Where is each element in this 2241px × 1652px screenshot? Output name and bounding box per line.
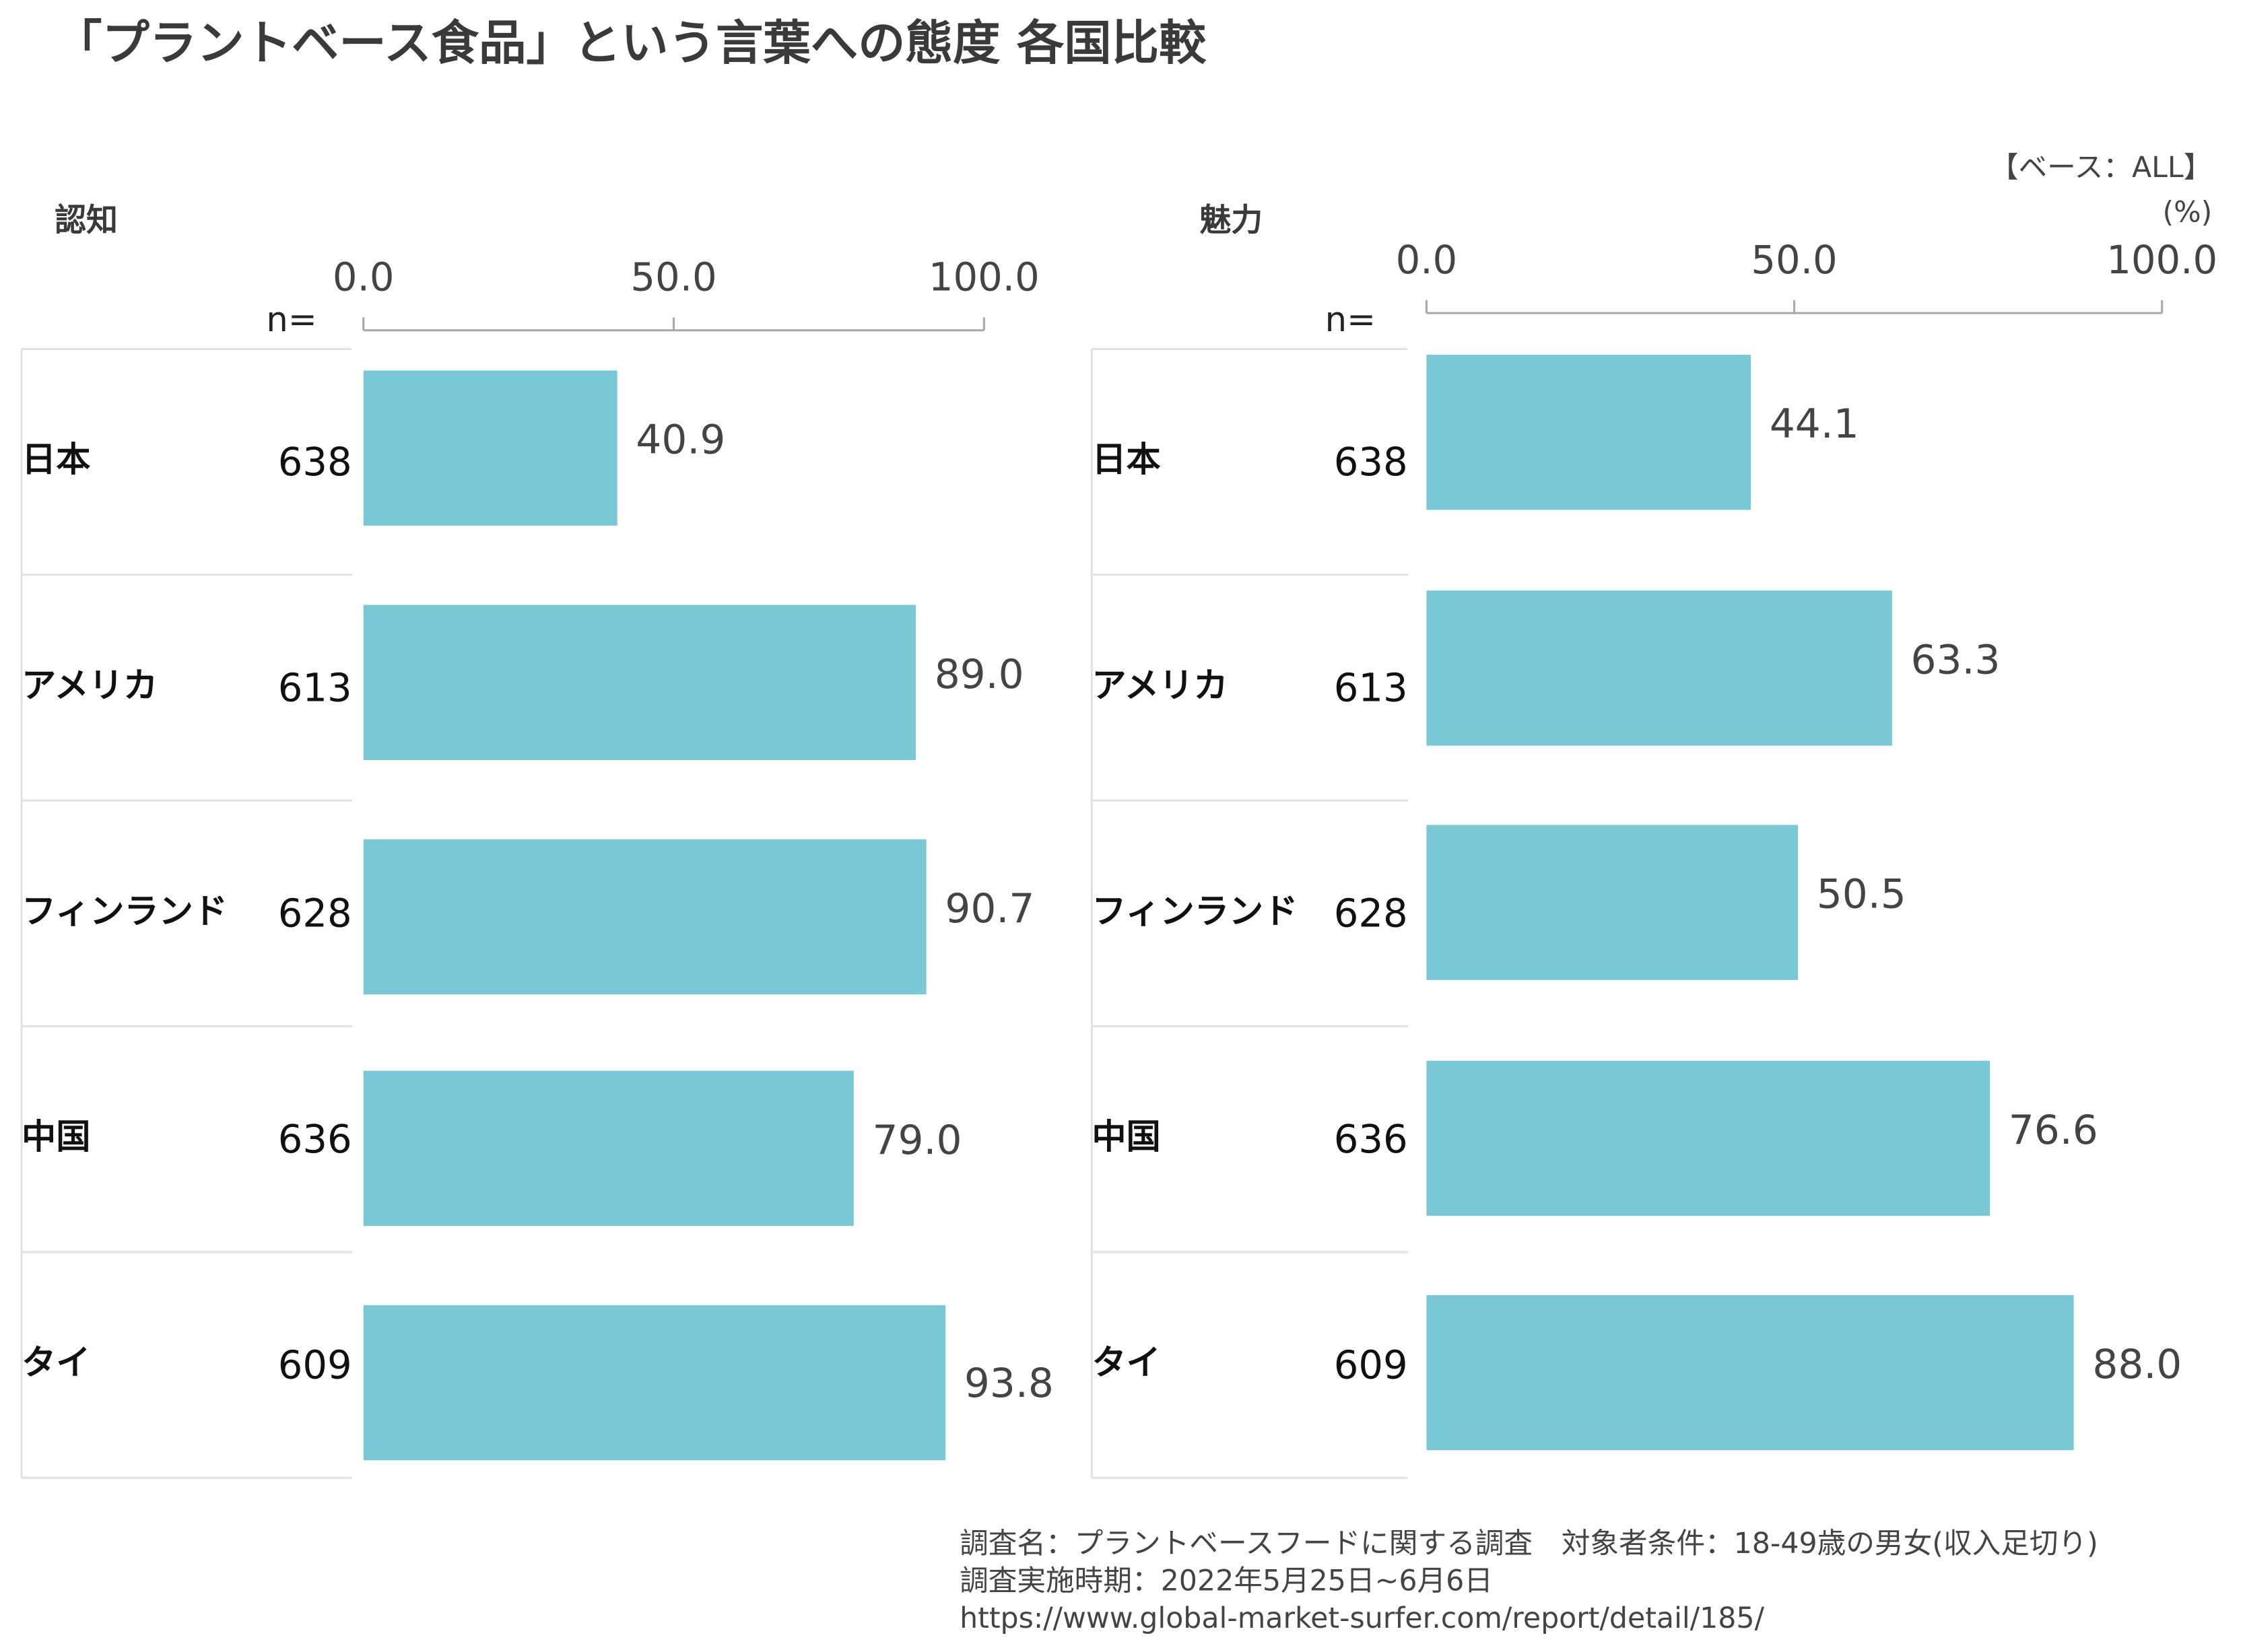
category-label: 中国: [1092, 1117, 1160, 1157]
bar: [1426, 1295, 2074, 1451]
bar: [1426, 590, 1892, 746]
value-label: 44.1: [1770, 401, 1859, 448]
bar: [1426, 825, 1798, 980]
x-tick-label: 0.0: [333, 255, 395, 300]
chart-title: 魅力: [1199, 202, 1263, 239]
chart-title: 認知: [55, 202, 118, 239]
category-label: 日本: [22, 440, 90, 480]
bar: [363, 370, 617, 526]
sample-size: 628: [278, 891, 352, 936]
value-label: 76.6: [2009, 1107, 2098, 1154]
category-label: フィンランド: [22, 891, 228, 932]
category-label: タイ: [22, 1343, 90, 1383]
x-tick-label: 0.0: [1396, 238, 1458, 283]
category-label: アメリカ: [22, 665, 158, 705]
base-note: 【ベース：ALL】: [1990, 151, 2213, 184]
sample-size: 609: [278, 1342, 352, 1387]
bar: [363, 1070, 854, 1227]
x-tick-label: 100.0: [929, 255, 1040, 300]
x-tick-label: 50.0: [1751, 238, 1837, 283]
sample-size: 609: [1334, 1342, 1408, 1387]
unit-label: (%): [2163, 195, 2213, 229]
bar: [363, 839, 927, 995]
value-label: 50.5: [1817, 872, 1906, 918]
sample-size: 628: [1334, 891, 1408, 936]
x-tick-label: 50.0: [630, 255, 716, 300]
category-label: アメリカ: [1092, 665, 1228, 705]
value-label: 93.8: [964, 1361, 1054, 1407]
sample-size: 638: [1334, 440, 1408, 485]
n-label: n=: [266, 300, 316, 340]
x-tick-label: 100.0: [2106, 238, 2217, 283]
value-label: 79.0: [873, 1117, 962, 1164]
value-label: 88.0: [2092, 1342, 2182, 1388]
sample-size: 636: [278, 1117, 352, 1162]
category-label: 中国: [22, 1117, 90, 1157]
footer-line: 調査実施時期：2022年5月25日~6月6日: [960, 1564, 1493, 1597]
value-label: 90.7: [945, 886, 1034, 932]
category-label: タイ: [1092, 1343, 1160, 1383]
page-title: 「プラントベース食品」という言葉への態度 各国比較: [55, 15, 1207, 71]
value-label: 40.9: [636, 417, 725, 464]
category-label: フィンランド: [1092, 891, 1298, 932]
footer-line: https://www.global-market-surfer.com/rep…: [960, 1602, 1765, 1635]
bar: [363, 605, 916, 760]
sample-size: 638: [278, 440, 352, 485]
sample-size: 613: [1334, 665, 1408, 710]
value-label: 89.0: [935, 652, 1024, 698]
footer-line: 調査名：プラントベースフードに関する調査 対象者条件：18-49歳の男女(収入足…: [960, 1527, 2098, 1560]
sample-size: 636: [1334, 1117, 1408, 1162]
bar: [1426, 1060, 1991, 1216]
category-label: 日本: [1092, 440, 1160, 480]
value-label: 63.3: [1911, 638, 2001, 684]
n-label: n=: [1325, 300, 1376, 340]
bar: [1426, 354, 1751, 510]
sample-size: 613: [278, 665, 352, 710]
bar: [363, 1305, 946, 1461]
